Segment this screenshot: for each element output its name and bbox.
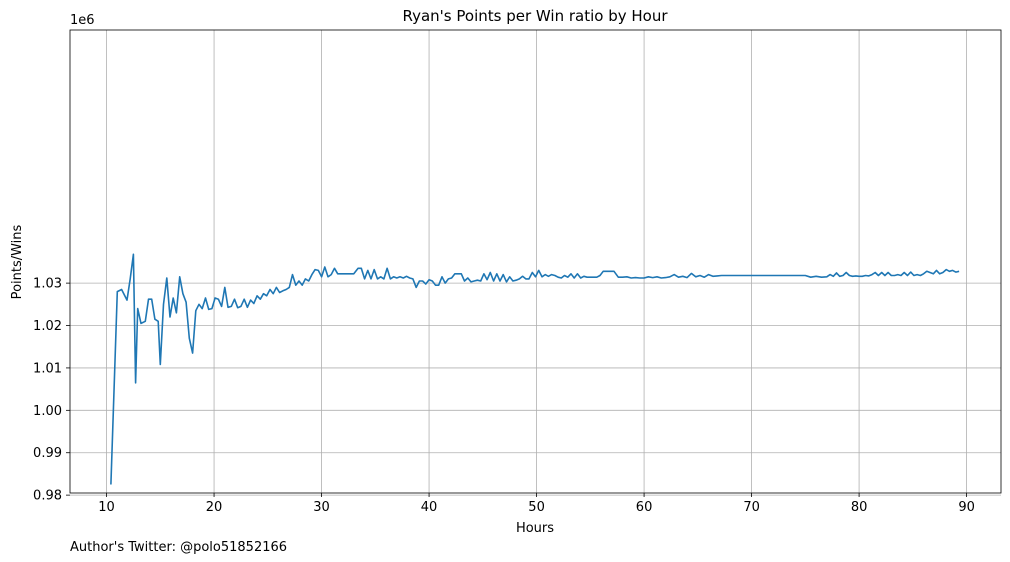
x-tick-label: 50: [528, 500, 545, 515]
footer-author-twitter: Author's Twitter: @polo51852166: [70, 540, 287, 555]
y-offset-label: 1e6: [70, 13, 95, 28]
y-tick-label: 0.99: [33, 446, 62, 461]
x-tick-label: 10: [98, 500, 115, 515]
x-tick-label: 40: [421, 500, 438, 515]
data-layer: [110, 253, 960, 485]
series-line-0: [110, 253, 960, 485]
grid: [70, 30, 1001, 496]
x-tick-label: 90: [958, 500, 975, 515]
x-tick-label: 20: [206, 500, 223, 515]
x-tick-label: 80: [851, 500, 868, 515]
y-tick-label: 1.03: [33, 277, 62, 292]
plot-frame: [69, 29, 1002, 494]
x-axis-label: Hours: [516, 521, 554, 536]
y-tick-label: 1.01: [33, 361, 62, 376]
y-tick-label: 0.98: [33, 489, 62, 504]
x-tick-label: 30: [313, 500, 330, 515]
chart-title: Ryan's Points per Win ratio by Hour: [403, 7, 669, 25]
y-tick-label: 1.02: [33, 319, 62, 334]
y-axis-label: Points/Wins: [10, 224, 25, 299]
x-tick-label: 70: [743, 500, 760, 515]
y-tick-label: 1.00: [33, 404, 62, 419]
tick-layer: 10 20 30 40 50 60 70 80 90 0.98 0.99 1.00 1.01 1.02 1.…: [33, 277, 975, 515]
x-tick-label: 60: [636, 500, 653, 515]
